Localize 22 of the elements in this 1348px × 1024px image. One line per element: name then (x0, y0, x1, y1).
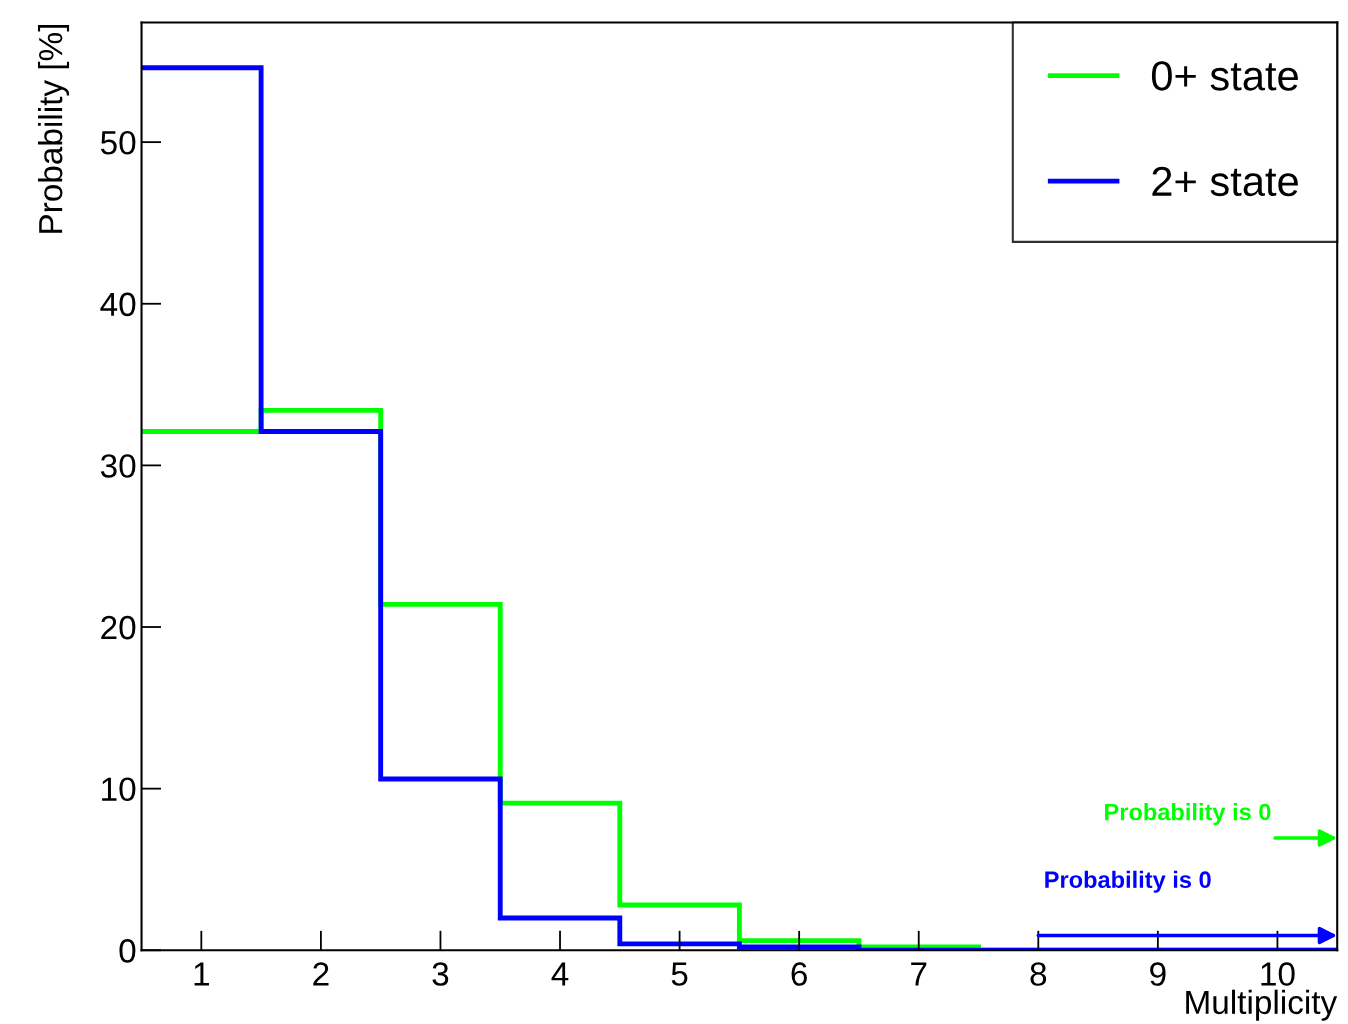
annotation: Probability is 0 (1105, 803, 1271, 826)
x-tick-label: 6 (791, 962, 807, 986)
y-tick-label: 10 (102, 777, 136, 802)
y-tick-label: 40 (100, 292, 136, 317)
legend-label: 0+ state (1151, 61, 1298, 91)
annotation: Probability is 0 (1045, 870, 1211, 893)
y-axis-title: Probability [%] (37, 24, 70, 233)
y-tick-label: 50 (100, 130, 136, 155)
y-tick-label: 30 (100, 454, 136, 478)
legend-label: 2+ state (1152, 166, 1298, 197)
x-tick-label: 8 (1030, 962, 1047, 986)
y-tick-label: 0 (119, 939, 136, 963)
x-tick-label: 4 (551, 962, 569, 986)
x-tick-label: 5 (671, 962, 688, 986)
y-tick-label: 20 (101, 615, 136, 640)
x-tick-label: 7 (911, 962, 927, 986)
x-tick-label: 10 (1261, 962, 1295, 986)
x-tick-label: 3 (432, 962, 449, 986)
x-axis-title: Multiplicity (1186, 989, 1338, 1021)
x-tick-label: 9 (1150, 962, 1166, 986)
x-tick-label: 1 (194, 962, 209, 986)
x-tick-label: 2 (313, 962, 329, 986)
